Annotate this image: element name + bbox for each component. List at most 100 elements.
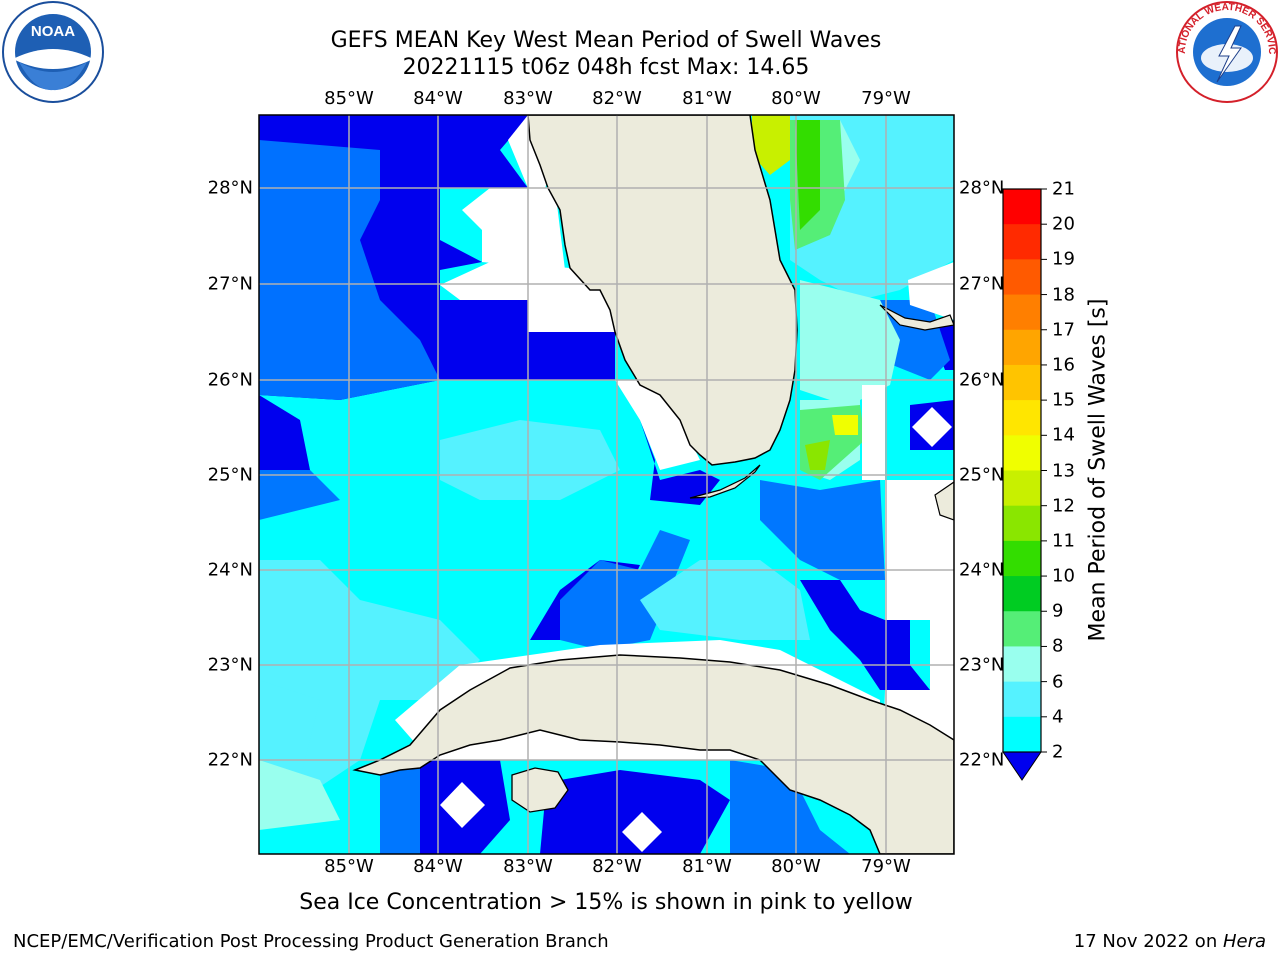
map-frame — [258, 114, 955, 855]
lat-label-right: 28°N — [959, 177, 1005, 199]
swell-band-8-9-d — [259, 760, 340, 830]
sea-ice-note: Sea Ice Concentration > 15% is shown in … — [299, 890, 913, 915]
noaa-logo-text: NOAA — [31, 23, 75, 40]
lat-label-right: 23°N — [959, 654, 1005, 676]
colorbar-tick-label: 17 — [1052, 319, 1075, 341]
colorbar-tick-label: 20 — [1052, 213, 1075, 235]
colorbar-tick-label: 21 — [1052, 178, 1075, 200]
nodata-region-7 — [908, 262, 954, 320]
swell-band-6-8-e — [259, 680, 320, 790]
bahamas-island — [879, 304, 954, 331]
lon-label-top: 85°W — [324, 88, 374, 109]
colorbar-tick-label: 4 — [1052, 706, 1064, 728]
colorbar-tick-label: 19 — [1052, 248, 1075, 270]
footer-credit: NCEP/EMC/Verification Post Processing Pr… — [13, 931, 609, 952]
swell-band-12-13 — [752, 115, 790, 175]
lat-label-right: 26°N — [959, 369, 1005, 391]
colorbar-tick-label: 10 — [1052, 565, 1075, 587]
swell-band-6-8 — [259, 560, 480, 810]
swell-band-4-b — [259, 470, 340, 520]
lon-label-top: 81°W — [682, 88, 732, 109]
colorbar-tick-label: 16 — [1052, 354, 1075, 376]
colorbar-swatch — [1003, 224, 1041, 260]
lat-label-right: 22°N — [959, 749, 1005, 771]
nodata-region-6 — [912, 407, 952, 447]
colorbar-swatch — [1003, 681, 1041, 718]
lat-label-right: 24°N — [959, 559, 1005, 581]
colorbar-swatch — [1003, 189, 1041, 225]
colorbar — [1002, 188, 1047, 781]
colorbar-tick-label: 2 — [1052, 741, 1064, 763]
lat-label-right: 27°N — [959, 273, 1005, 295]
footer-host: Hera — [1222, 931, 1266, 952]
isla-de-la-juventud — [511, 767, 569, 813]
colorbar-tick-label: 14 — [1052, 424, 1075, 446]
colorbar-swatch — [1003, 540, 1041, 577]
nodata-region-5 — [862, 385, 885, 480]
colorbar-tick-label: 11 — [1052, 530, 1075, 552]
lon-label-bottom: 82°W — [592, 856, 642, 877]
swell-band-2-4-e — [540, 770, 730, 854]
noaa-logo: NOAA — [2, 1, 104, 103]
nodata-region-4 — [615, 380, 700, 470]
swell-band-13-14 — [832, 415, 858, 435]
lat-label-left: 26°N — [207, 369, 253, 391]
swell-band-4-e — [380, 760, 420, 854]
lon-label-top: 83°W — [503, 88, 553, 109]
colorbar-swatch — [1003, 435, 1041, 471]
colorbar-swatch — [1003, 294, 1041, 331]
swell-band-4-f — [730, 760, 850, 854]
swell-band-6-8-b — [640, 560, 810, 640]
lat-label-left: 24°N — [207, 559, 253, 581]
nodata-region-9 — [440, 782, 485, 828]
colorbar-tick-label: 13 — [1052, 460, 1075, 481]
lon-label-bottom: 81°W — [682, 856, 732, 877]
swell-band-6-8-d — [440, 420, 620, 500]
lat-label-left: 23°N — [207, 654, 253, 676]
lat-label-left: 22°N — [207, 749, 253, 771]
nws-logo: NATIONAL WEATHER SERVICE — [1175, 0, 1278, 103]
swell-band-11-12 — [795, 120, 820, 230]
florida-landmass — [527, 115, 798, 466]
colorbar-swatch — [1003, 470, 1041, 507]
colorbar-swatch — [1003, 646, 1041, 683]
colorbar-tick-label: 8 — [1052, 635, 1064, 657]
chart-subtitle: 20221115 t06z 048h fcst Max: 14.65 — [402, 55, 810, 80]
colorbar-tick-label: 15 — [1052, 389, 1075, 411]
florida-keys — [689, 464, 761, 499]
footer-date-text: 17 Nov 2022 on — [1073, 931, 1223, 952]
lon-label-bottom: 85°W — [324, 856, 374, 877]
lon-label-top: 80°W — [771, 88, 821, 109]
cuba-landmass — [352, 654, 954, 854]
lon-label-bottom: 79°W — [861, 856, 911, 877]
lon-label-top: 84°W — [413, 88, 463, 109]
colorbar-swatch — [1003, 505, 1041, 542]
colorbar-swatch — [1003, 364, 1041, 401]
lat-label-left: 28°N — [207, 177, 253, 199]
colorbar-swatch — [1003, 329, 1041, 366]
colorbar-swatch — [1003, 259, 1041, 296]
colorbar-tick-label: 6 — [1052, 671, 1064, 693]
lat-label-left: 27°N — [207, 273, 253, 295]
colorbar-tick-label: 12 — [1052, 495, 1075, 517]
colorbar-extend-arrow — [1002, 751, 1042, 781]
swell-band-4-c — [760, 480, 885, 580]
lon-label-bottom: 84°W — [413, 856, 463, 877]
swell-band-11-12-b — [805, 440, 830, 470]
colorbar-title: Mean Period of Swell Waves [s] — [1085, 298, 1111, 642]
swell-band-8-9 — [800, 280, 900, 400]
lon-label-bottom: 83°W — [503, 856, 553, 877]
map-gridlines — [259, 115, 954, 854]
bahamas-island-2 — [934, 481, 954, 521]
lon-label-top: 82°W — [592, 88, 642, 109]
swell-band-2-4-g — [800, 580, 930, 690]
colorbar-swatch — [1003, 400, 1041, 436]
lat-label-right: 25°N — [959, 464, 1005, 486]
swell-band-2-4-b — [259, 395, 310, 470]
colorbar-tick-label: 18 — [1052, 284, 1075, 306]
nodata-region-10 — [622, 812, 662, 852]
chart-title: GEFS MEAN Key West Mean Period of Swell … — [330, 28, 882, 53]
footer-date: 17 Nov 2022 on Hera — [1074, 931, 1266, 952]
colorbar-swatch — [1003, 576, 1041, 612]
lat-label-left: 25°N — [207, 464, 253, 486]
